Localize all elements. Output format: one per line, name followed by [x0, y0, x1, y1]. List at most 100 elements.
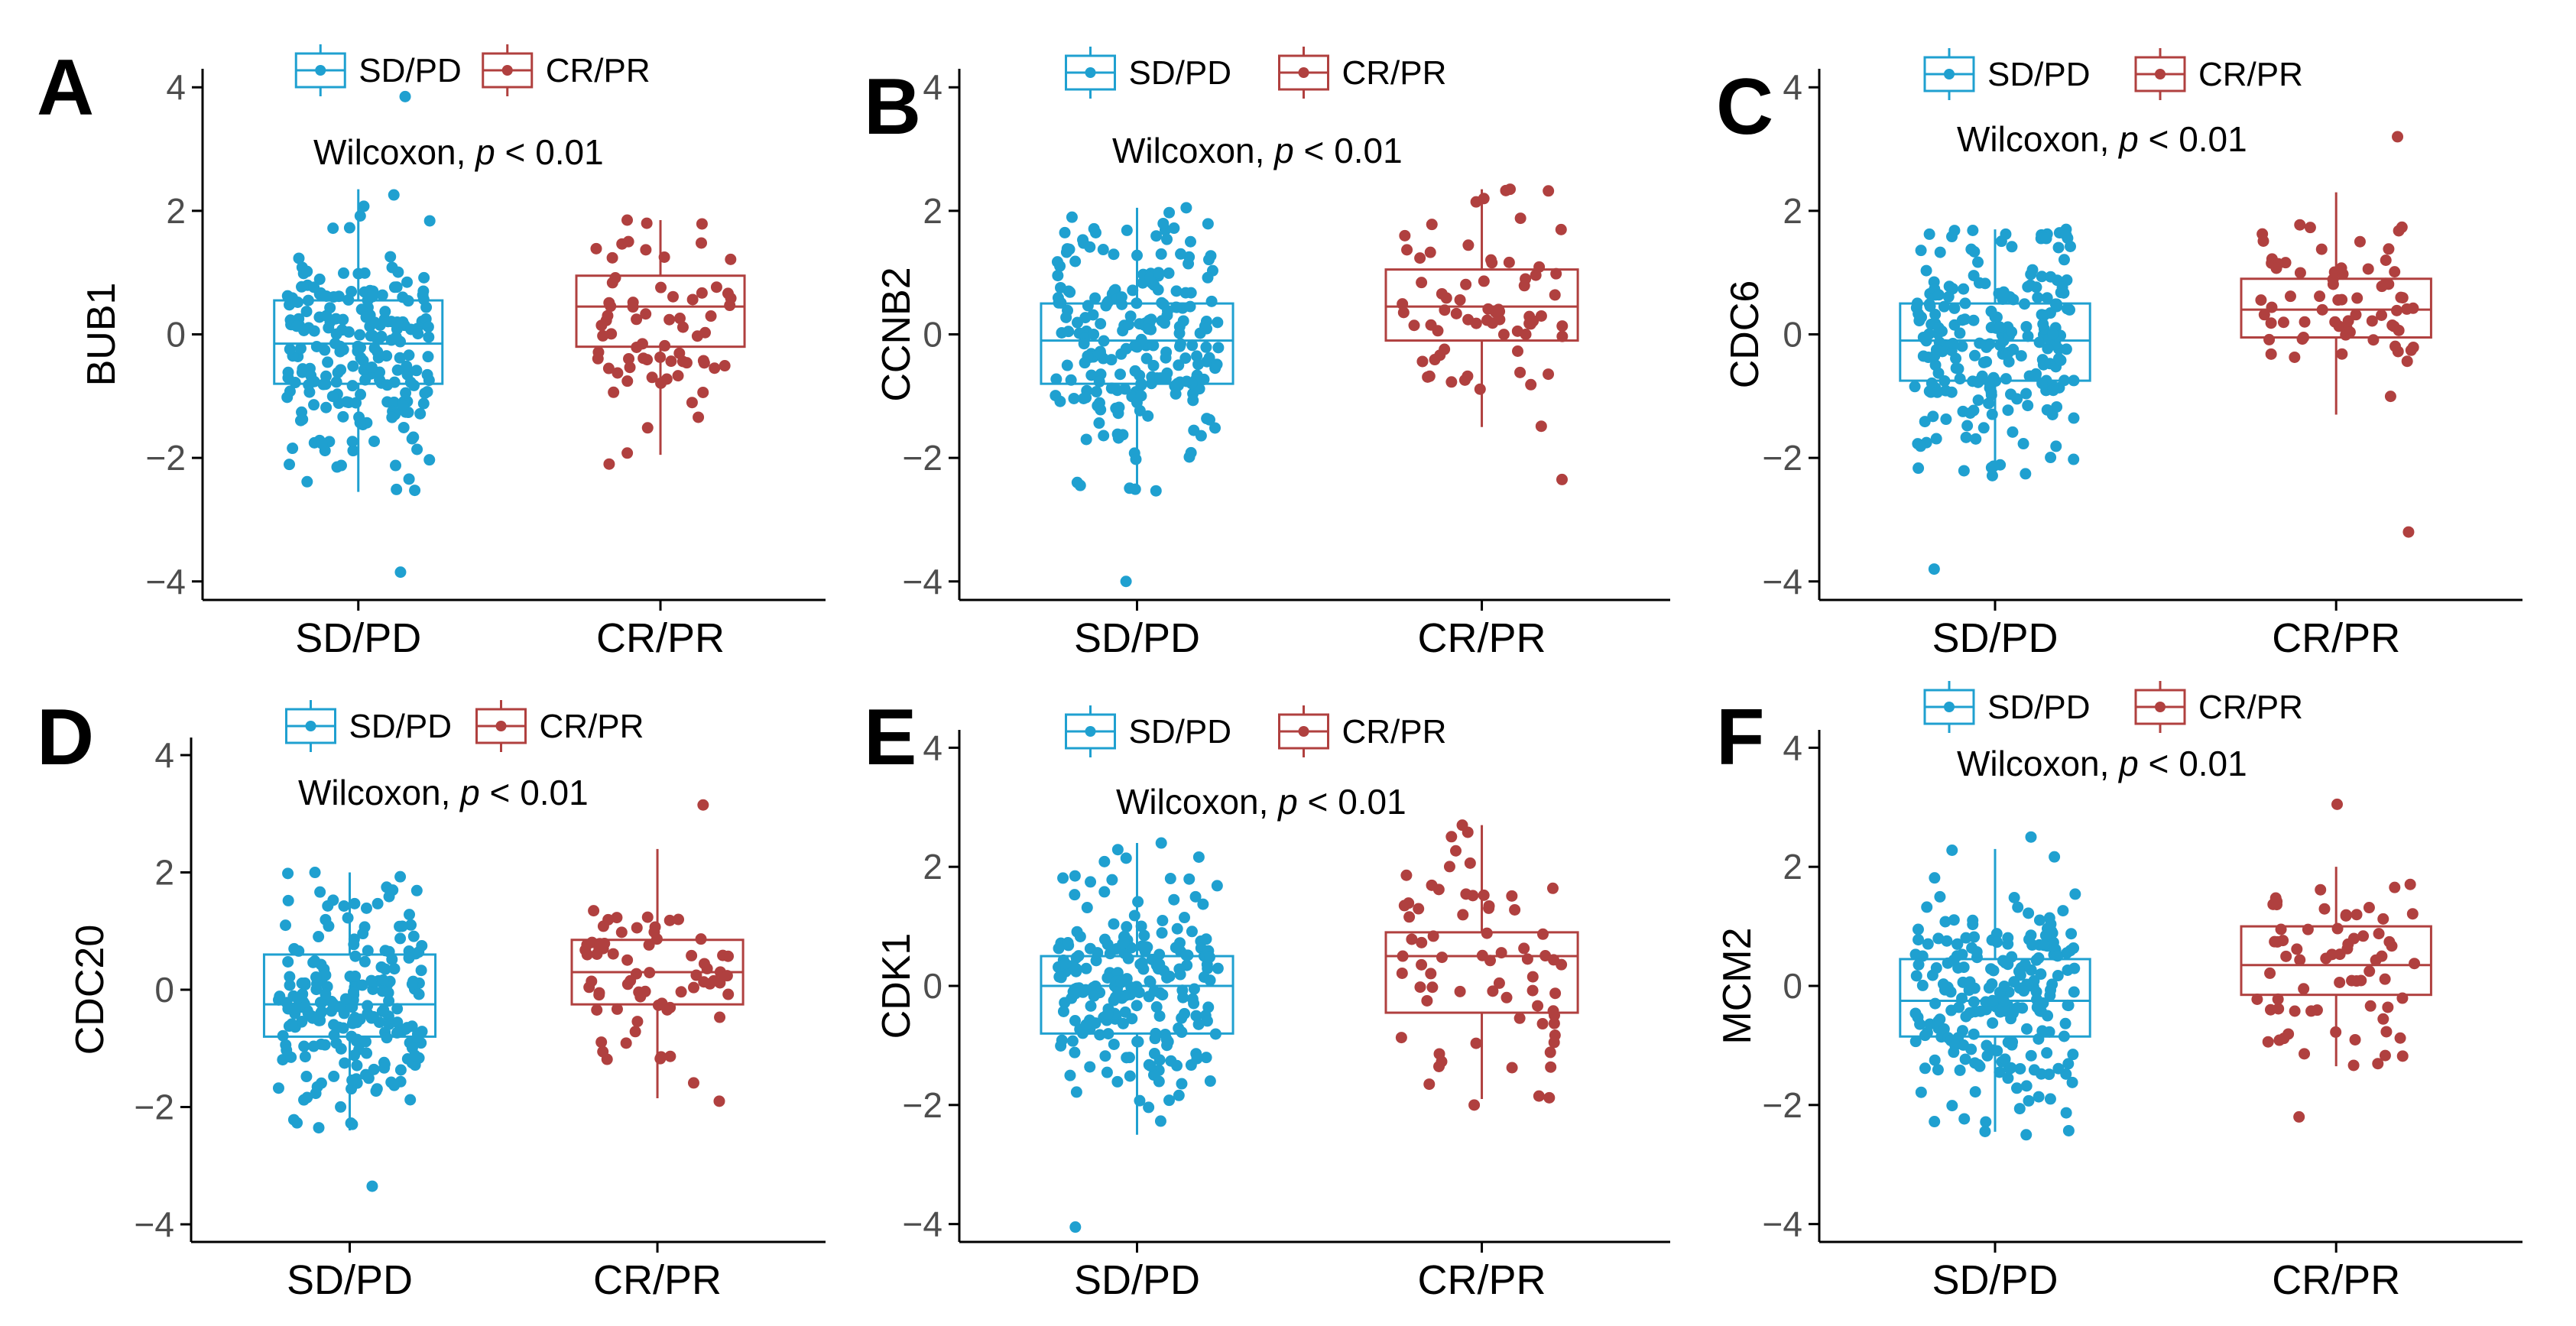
- annotation-suffix: < 0.01: [1298, 782, 1406, 822]
- data-point: [2383, 935, 2396, 948]
- data-point: [714, 977, 726, 989]
- data-point: [696, 218, 708, 230]
- data-point: [1153, 1010, 1166, 1022]
- data-point: [366, 290, 378, 303]
- data-point: [2402, 526, 2415, 538]
- data-point: [2003, 355, 2015, 368]
- data-point: [1946, 1100, 1958, 1112]
- data-point: [1156, 927, 1168, 939]
- annotation-p: p: [474, 132, 495, 172]
- data-point: [1190, 1010, 1202, 1022]
- data-point: [1946, 845, 1958, 857]
- data-point: [2293, 1110, 2305, 1123]
- data-point: [2045, 452, 2057, 464]
- data-point: [655, 281, 667, 293]
- data-point: [2067, 1049, 2079, 1061]
- data-point: [1186, 339, 1199, 352]
- data-point: [272, 1082, 284, 1094]
- data-point: [676, 321, 689, 333]
- data-point: [1425, 968, 1437, 980]
- data-point: [340, 396, 352, 408]
- data-point: [1450, 845, 1462, 857]
- y-tick-label: 4: [1783, 728, 1802, 767]
- data-point: [2351, 909, 2363, 921]
- y-tick-label: −4: [146, 562, 186, 601]
- data-point: [337, 313, 349, 326]
- data-point: [2041, 404, 2053, 416]
- data-point: [1098, 886, 1111, 898]
- data-point: [2006, 241, 2018, 253]
- data-point: [1920, 264, 1932, 277]
- data-point: [1074, 930, 1086, 942]
- data-points: [590, 214, 737, 470]
- data-point: [2267, 898, 2279, 910]
- data-point: [347, 360, 359, 372]
- data-point: [2058, 254, 2070, 266]
- data-point: [308, 281, 320, 293]
- data-point: [1095, 347, 1107, 359]
- data-point: [414, 407, 427, 420]
- series-sd-pd: [1899, 223, 2091, 575]
- data-point: [1545, 1061, 1557, 1073]
- data-point: [2055, 354, 2067, 366]
- data-point: [1124, 310, 1137, 323]
- data-point: [1140, 941, 1152, 953]
- data-point: [1548, 1017, 1560, 1029]
- annotation-suffix: < 0.01: [480, 773, 589, 812]
- data-point: [1956, 340, 1968, 352]
- data-point: [1133, 987, 1145, 999]
- data-point: [1932, 367, 1945, 379]
- data-point: [1094, 1029, 1106, 1041]
- x-tick-label: SD/PD: [1932, 615, 2058, 661]
- data-point: [302, 1007, 314, 1020]
- data-point: [359, 374, 371, 386]
- data-point: [1526, 971, 1539, 983]
- data-point: [2330, 1026, 2342, 1038]
- data-point: [2064, 240, 2076, 252]
- data-point: [1061, 359, 1073, 371]
- data-point: [602, 310, 614, 322]
- data-point: [1188, 997, 1200, 1010]
- data-point: [1913, 958, 1925, 971]
- data-point: [349, 897, 361, 909]
- data-point: [2041, 292, 2053, 304]
- y-tick-label: 2: [154, 853, 174, 893]
- data-point: [2021, 1023, 2033, 1035]
- data-point: [368, 435, 381, 447]
- data-point: [1053, 942, 1065, 955]
- y-axis-label: MCM2: [1715, 927, 1760, 1044]
- data-point: [418, 271, 430, 284]
- data-point: [701, 962, 713, 974]
- data-point: [1399, 229, 1411, 242]
- data-point: [388, 396, 401, 408]
- data-point: [1154, 1115, 1166, 1127]
- data-point: [2357, 930, 2370, 942]
- y-tick-label: −4: [1763, 562, 1802, 601]
- data-point: [2362, 263, 2374, 275]
- data-point: [1175, 248, 1187, 260]
- data-point: [1987, 994, 1999, 1007]
- data-points: [1909, 831, 2081, 1141]
- data-point: [403, 952, 415, 964]
- legend-item-cr-pr: CR/PR: [1278, 705, 1446, 757]
- data-point: [303, 386, 316, 398]
- data-point: [634, 990, 647, 1003]
- data-point: [2384, 391, 2396, 403]
- data-point: [1457, 909, 1469, 921]
- data-point: [1098, 430, 1110, 442]
- data-point: [1470, 1037, 1482, 1049]
- data-point: [2304, 222, 2316, 234]
- data-point: [405, 919, 417, 931]
- data-point: [1079, 312, 1092, 324]
- annotation-prefix: Wilcoxon,: [313, 132, 475, 172]
- data-point: [622, 235, 634, 248]
- data-point: [2011, 393, 2023, 405]
- data-point: [1143, 1101, 1155, 1114]
- data-point: [388, 963, 401, 975]
- data-point: [1211, 358, 1223, 371]
- data-point: [320, 401, 333, 413]
- data-point: [1101, 1008, 1114, 1020]
- data-point: [383, 945, 395, 958]
- data-point: [1930, 433, 1942, 445]
- data-point: [2000, 373, 2012, 385]
